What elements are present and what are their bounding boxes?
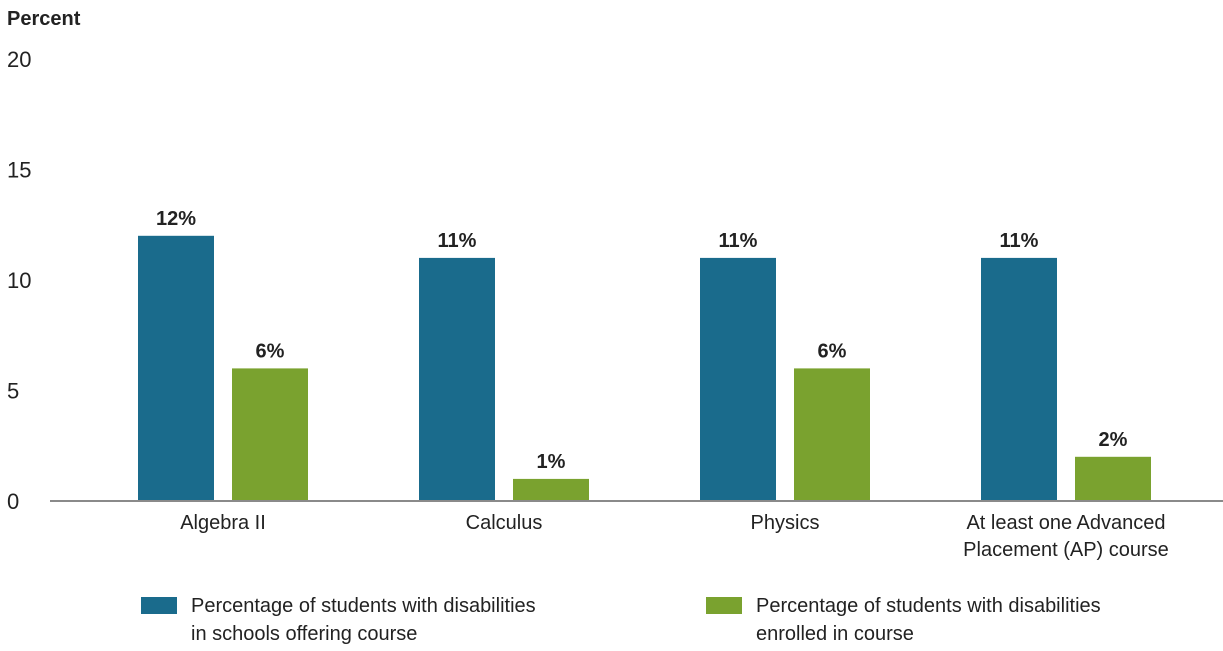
bar-series-1-cat-1 <box>138 235 214 502</box>
y-tick-label: 10 <box>7 268 31 293</box>
category-labels: Algebra II Calculus Physics At least one Ad… <box>180 512 1169 561</box>
y-tick-label: 20 <box>7 47 31 72</box>
legend: Percentage of students with disabilities… <box>141 595 1101 645</box>
bar-series-1-cat-3 <box>700 257 776 501</box>
bar-series-2-cat-4 <box>1075 456 1151 501</box>
legend-label: enrolled in course <box>756 623 914 645</box>
legend-label: in schools offering course <box>191 623 417 645</box>
data-labels: 12% 11% 11% 11% 6% 1% 6% 2% <box>156 208 1128 473</box>
category-label: At least one Advanced <box>966 512 1165 534</box>
bar-series-2-cat-2 <box>513 478 589 501</box>
y-tick-label: 15 <box>7 158 31 183</box>
y-tick-label: 0 <box>7 489 19 514</box>
y-axis-ticks: 0 5 10 15 20 <box>7 47 31 514</box>
legend-swatch-1 <box>141 597 177 614</box>
bar-series-2-cat-3 <box>794 368 870 501</box>
category-label: Placement (AP) course <box>963 539 1169 561</box>
data-label: 11% <box>438 230 477 252</box>
data-label: 6% <box>256 340 285 362</box>
bar-series-2-cat-1 <box>232 368 308 501</box>
bar-series-1-cat-4 <box>981 257 1057 501</box>
data-label: 11% <box>719 230 758 252</box>
data-label: 6% <box>818 340 847 362</box>
data-label: 11% <box>1000 230 1039 252</box>
data-label: 2% <box>1099 429 1128 451</box>
legend-swatch-2 <box>706 597 742 614</box>
y-tick-label: 5 <box>7 379 19 404</box>
data-label: 12% <box>156 208 196 230</box>
legend-label: Percentage of students with disabilities <box>191 595 536 617</box>
bars <box>138 235 1151 502</box>
y-axis-title: Percent <box>7 8 81 30</box>
category-label: Calculus <box>466 512 543 534</box>
bar-series-1-cat-2 <box>419 257 495 501</box>
category-label: Algebra II <box>180 512 266 534</box>
data-label: 1% <box>537 451 566 473</box>
legend-label: Percentage of students with disabilities <box>756 595 1101 617</box>
category-label: Physics <box>751 512 820 534</box>
